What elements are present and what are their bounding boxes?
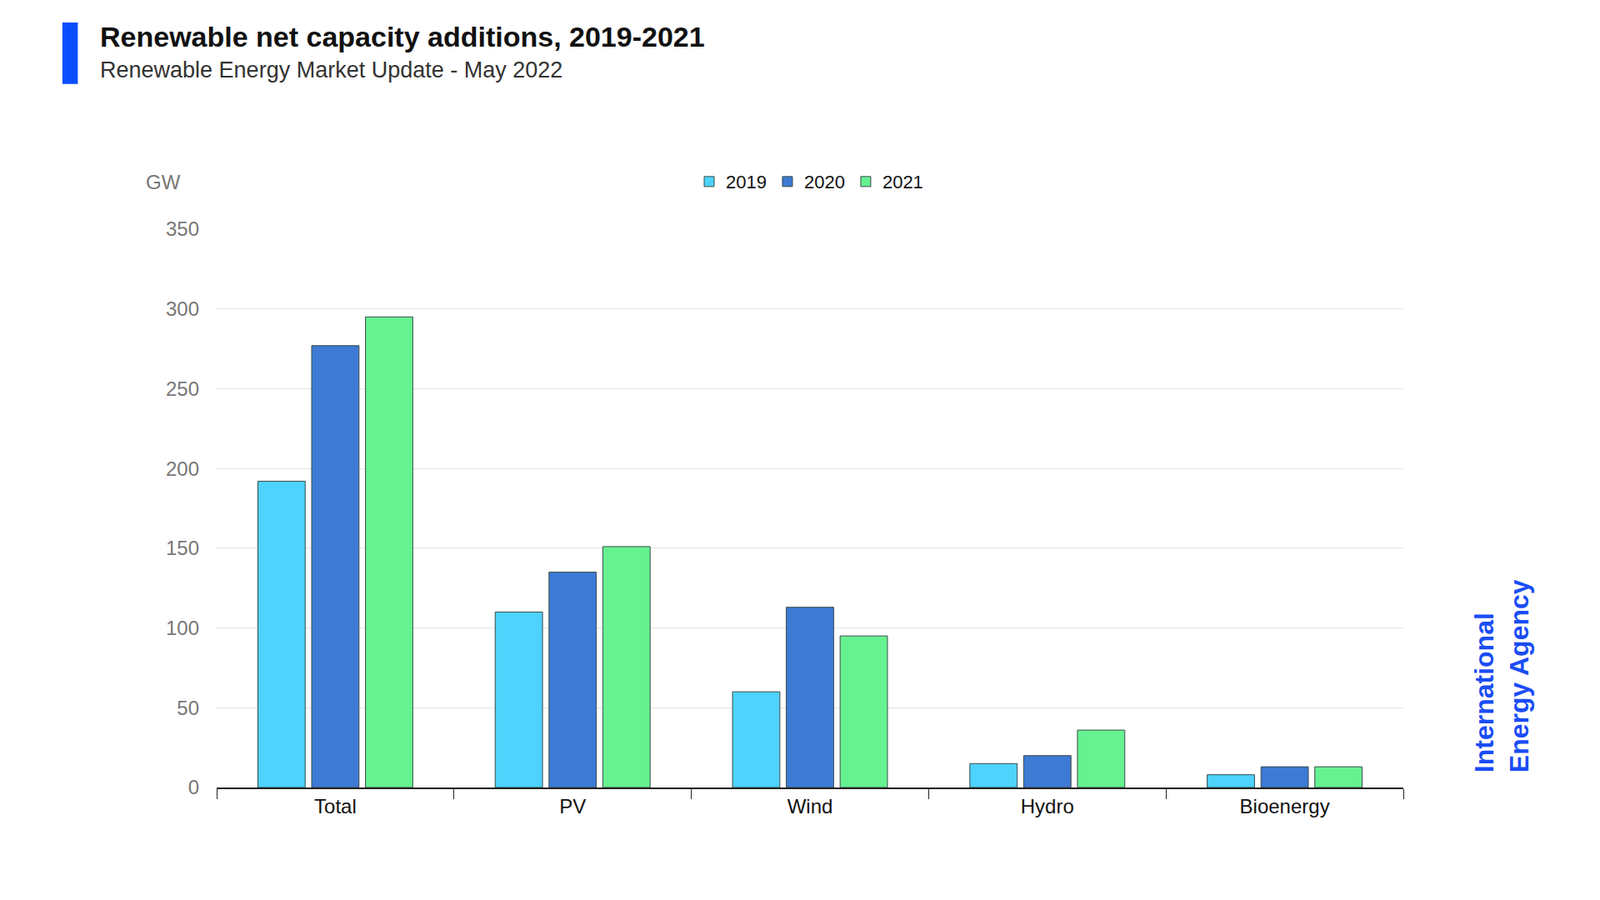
svg-text:150: 150 <box>165 536 200 560</box>
svg-text:Bioenergy: Bioenergy <box>1240 795 1330 818</box>
svg-text:Hydro: Hydro <box>1020 795 1075 818</box>
svg-text:100: 100 <box>165 616 200 640</box>
svg-text:250: 250 <box>165 377 200 400</box>
svg-text:Renewable net capacity additio: Renewable net capacity additions, 2019-2… <box>100 20 705 53</box>
svg-text:50: 50 <box>176 696 200 720</box>
svg-text:Wind: Wind <box>787 795 834 818</box>
svg-text:Total: Total <box>314 795 357 818</box>
svg-text:InternationalEnergy Agency: InternationalEnergy Agency <box>1469 579 1535 773</box>
svg-text:2019: 2019 <box>725 171 767 193</box>
svg-text:200: 200 <box>165 457 200 480</box>
svg-text:2020: 2020 <box>804 171 845 193</box>
svg-text:GW: GW <box>145 170 181 194</box>
svg-text:350: 350 <box>165 217 200 240</box>
svg-text:2021: 2021 <box>882 171 924 193</box>
svg-text:300: 300 <box>165 297 200 320</box>
svg-text:PV: PV <box>559 795 586 818</box>
svg-text:0: 0 <box>188 775 200 799</box>
svg-text:Renewable Energy Market Update: Renewable Energy Market Update - May 202… <box>100 57 563 83</box>
